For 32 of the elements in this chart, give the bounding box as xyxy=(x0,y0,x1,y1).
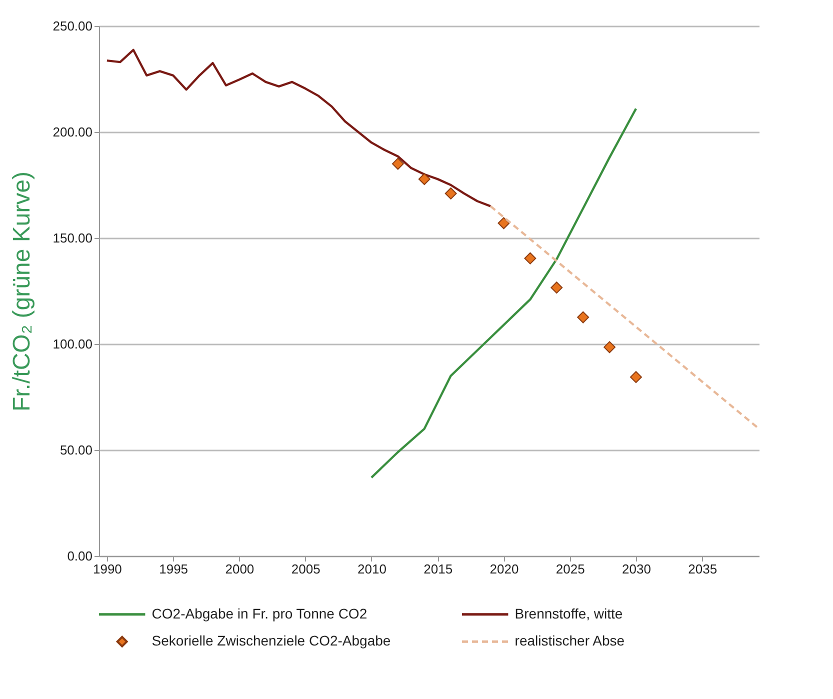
y-tick-label: 200.00 xyxy=(52,124,92,140)
point xyxy=(577,311,590,324)
line-series xyxy=(370,108,638,479)
y-tick-label: 100.00 xyxy=(52,336,92,352)
y-tick-label: 250.00 xyxy=(52,18,92,34)
x-tick-label: 2000 xyxy=(225,562,254,576)
legend-label: Sekorielle Zwischenziele CO2-Abgabe xyxy=(152,632,391,649)
point xyxy=(604,341,616,354)
y-tick-label: 0.00 xyxy=(67,548,92,564)
x-tick-label: 1990 xyxy=(92,562,122,576)
x-tick-label: 2035 xyxy=(688,562,718,576)
point xyxy=(550,282,563,294)
x-tick-label: 2015 xyxy=(424,562,453,576)
point xyxy=(444,188,457,200)
point xyxy=(524,252,536,264)
x-tick-label: 2030 xyxy=(622,562,651,576)
legend-label: Brennstoffe, witte xyxy=(514,605,623,622)
point xyxy=(498,217,510,230)
point xyxy=(392,158,404,170)
x-tick-label: 2025 xyxy=(556,562,585,576)
line-series xyxy=(106,48,492,208)
legend-label: realistischer Abse xyxy=(514,632,625,649)
y-axis-title: Fr./tCO₂ (grüne Kurve) xyxy=(8,171,36,412)
x-tick-label: 2010 xyxy=(358,562,386,576)
point xyxy=(630,371,642,384)
y-tick-label: 50.00 xyxy=(60,442,92,458)
y-tick-label: 150.00 xyxy=(52,230,92,246)
x-tick-label: 1995 xyxy=(159,562,188,576)
x-tick-label: 2005 xyxy=(291,562,320,576)
point xyxy=(418,173,430,186)
x-tick-label: 2020 xyxy=(490,562,519,576)
legend-label: CO2-Abgabe in Fr. pro Tonne CO2 xyxy=(152,605,368,622)
